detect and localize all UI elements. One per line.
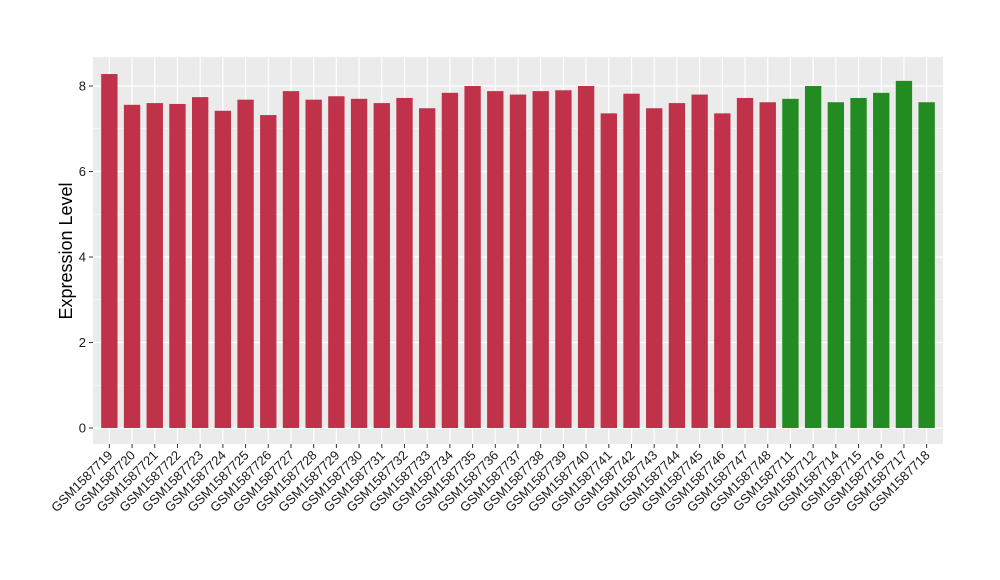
bar-GSM1587724 bbox=[214, 110, 232, 429]
bar-GSM1587740 bbox=[577, 86, 595, 428]
bar-GSM1587722 bbox=[169, 103, 186, 428]
y-tick-label: 0 bbox=[79, 421, 86, 436]
bar-GSM1587739 bbox=[555, 90, 572, 429]
y-tick-label: 6 bbox=[79, 164, 86, 179]
bar-GSM1587732 bbox=[396, 97, 413, 428]
bar-GSM1587711 bbox=[782, 98, 799, 428]
bar-GSM1587747 bbox=[736, 97, 754, 428]
y-axis-title: Expression Level bbox=[56, 182, 76, 319]
bar-GSM1587725 bbox=[237, 99, 254, 429]
x-axis: GSM1587719GSM1587720GSM1587721GSM1587722… bbox=[48, 444, 933, 515]
y-tick-label: 2 bbox=[79, 335, 86, 350]
bar-GSM1587746 bbox=[714, 113, 731, 429]
bar-GSM1587714 bbox=[827, 102, 845, 429]
bar-GSM1587737 bbox=[509, 94, 527, 429]
bar-GSM1587733 bbox=[419, 108, 436, 428]
bar-GSM1587743 bbox=[646, 108, 663, 428]
bar-GSM1587745 bbox=[691, 94, 708, 429]
bar-GSM1587741 bbox=[600, 113, 617, 429]
bar-GSM1587715 bbox=[850, 97, 867, 428]
bar-GSM1587717 bbox=[895, 80, 913, 429]
bar-GSM1587726 bbox=[260, 115, 277, 428]
bar-GSM1587735 bbox=[464, 86, 481, 428]
bar-GSM1587734 bbox=[441, 92, 459, 428]
bar-GSM1587730 bbox=[350, 98, 368, 428]
bar-GSM1587720 bbox=[123, 104, 141, 428]
bar-GSM1587727 bbox=[282, 91, 300, 428]
bar-GSM1587712 bbox=[804, 86, 822, 428]
bar-GSM1587731 bbox=[373, 103, 390, 428]
bar-GSM1587723 bbox=[191, 97, 209, 429]
bar-GSM1587716 bbox=[873, 92, 890, 428]
y-axis: 0 2 4 6 8 bbox=[79, 79, 93, 436]
bars bbox=[101, 74, 935, 429]
bar-GSM1587742 bbox=[623, 93, 640, 428]
bar-GSM1587719 bbox=[101, 74, 118, 428]
bar-GSM1587721 bbox=[146, 103, 163, 428]
y-tick-label: 4 bbox=[79, 250, 86, 265]
bar-GSM1587736 bbox=[487, 91, 504, 428]
bar-GSM1587748 bbox=[759, 102, 776, 429]
y-tick-label: 8 bbox=[79, 79, 86, 94]
bar-GSM1587718 bbox=[918, 102, 935, 429]
bar-GSM1587729 bbox=[328, 96, 345, 428]
bar-GSM1587744 bbox=[668, 103, 686, 428]
bar-GSM1587738 bbox=[532, 91, 549, 428]
bar-GSM1587728 bbox=[305, 99, 322, 429]
